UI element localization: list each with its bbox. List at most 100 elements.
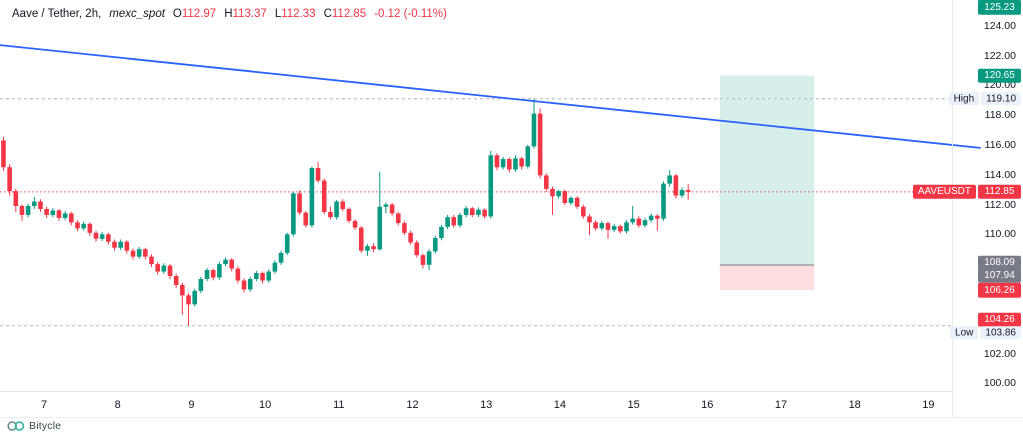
candle[interactable] xyxy=(56,208,62,221)
candle[interactable] xyxy=(278,250,284,265)
candle[interactable] xyxy=(544,173,549,192)
candle[interactable] xyxy=(389,203,395,216)
candle[interactable] xyxy=(537,108,543,179)
candle[interactable] xyxy=(482,208,487,219)
candle[interactable] xyxy=(260,271,265,284)
candle[interactable] xyxy=(402,220,407,236)
candle[interactable] xyxy=(395,211,401,226)
candle[interactable] xyxy=(38,199,43,212)
candle[interactable] xyxy=(99,232,105,242)
candle[interactable] xyxy=(229,258,235,272)
long-position-loss-zone[interactable] xyxy=(719,264,815,291)
candle[interactable] xyxy=(266,269,272,283)
candle[interactable] xyxy=(550,186,555,215)
candle[interactable] xyxy=(7,164,12,196)
candle[interactable] xyxy=(469,206,475,218)
candle[interactable] xyxy=(149,254,154,268)
candle[interactable] xyxy=(297,190,302,215)
candle[interactable] xyxy=(334,200,339,220)
candle[interactable] xyxy=(587,214,592,236)
trendline[interactable] xyxy=(0,44,981,149)
candle[interactable] xyxy=(87,222,93,236)
candle[interactable] xyxy=(32,197,37,209)
candle[interactable] xyxy=(513,155,518,172)
candle[interactable] xyxy=(574,196,580,209)
candle[interactable] xyxy=(661,181,666,221)
candle[interactable] xyxy=(217,261,222,280)
candle[interactable] xyxy=(531,98,537,149)
candle[interactable] xyxy=(112,239,117,251)
candle[interactable] xyxy=(284,232,290,256)
candle[interactable] xyxy=(476,207,481,218)
candle[interactable] xyxy=(13,188,19,212)
candle[interactable] xyxy=(155,261,160,275)
candle[interactable] xyxy=(685,184,691,200)
candle[interactable] xyxy=(173,273,179,288)
candle[interactable] xyxy=(494,153,500,171)
symbol-title[interactable]: Aave / Tether, 2h, xyxy=(12,8,102,20)
candle[interactable] xyxy=(611,223,617,233)
candle[interactable] xyxy=(383,202,389,214)
candle[interactable] xyxy=(254,270,259,282)
candle[interactable] xyxy=(562,189,568,206)
candle[interactable] xyxy=(451,214,457,228)
candle[interactable] xyxy=(223,257,228,267)
candle[interactable] xyxy=(303,211,309,228)
candle[interactable] xyxy=(506,157,512,173)
candle[interactable] xyxy=(377,171,383,251)
candle[interactable] xyxy=(673,173,679,199)
candle[interactable] xyxy=(630,205,635,225)
candle[interactable] xyxy=(62,211,68,221)
candle[interactable] xyxy=(321,178,327,215)
candle[interactable] xyxy=(106,232,111,245)
candle[interactable] xyxy=(291,191,296,237)
candle[interactable] xyxy=(420,253,426,269)
candle[interactable] xyxy=(679,187,685,198)
candle[interactable] xyxy=(198,276,204,294)
candle[interactable] xyxy=(93,230,99,242)
candle[interactable] xyxy=(136,246,142,259)
price-axis[interactable]: 124.00 122.00 120.00 118.00 116.00 114.00 112.… xyxy=(912,0,1023,417)
exchange-label[interactable]: mexc_spot xyxy=(109,8,165,20)
candle[interactable] xyxy=(44,206,49,218)
candle[interactable] xyxy=(358,226,364,253)
candle[interactable] xyxy=(81,221,86,231)
candle[interactable] xyxy=(463,205,469,218)
candle[interactable] xyxy=(241,278,247,293)
candle[interactable] xyxy=(192,288,197,307)
candle[interactable] xyxy=(642,217,648,228)
candle[interactable] xyxy=(457,212,463,228)
candle[interactable] xyxy=(118,239,123,250)
candle[interactable] xyxy=(581,204,586,219)
candle[interactable] xyxy=(525,144,531,169)
candle[interactable] xyxy=(161,263,167,274)
candle[interactable] xyxy=(25,203,31,218)
candle[interactable] xyxy=(143,247,148,260)
candle[interactable] xyxy=(235,266,241,284)
candle[interactable] xyxy=(75,220,80,232)
candle[interactable] xyxy=(605,221,611,239)
candle[interactable] xyxy=(593,220,598,231)
candle[interactable] xyxy=(371,243,376,253)
candle[interactable] xyxy=(69,211,74,226)
candle[interactable] xyxy=(204,267,210,282)
candle[interactable] xyxy=(167,264,173,279)
candle[interactable] xyxy=(636,216,642,228)
candle[interactable] xyxy=(624,220,629,234)
candle[interactable] xyxy=(655,214,660,231)
candle[interactable] xyxy=(346,207,352,224)
candle[interactable] xyxy=(50,208,56,218)
candle[interactable] xyxy=(19,204,25,221)
candle[interactable] xyxy=(130,248,136,260)
candle[interactable] xyxy=(667,170,672,187)
candle[interactable] xyxy=(568,196,574,206)
candle[interactable] xyxy=(309,166,315,228)
candle[interactable] xyxy=(340,199,346,212)
candle[interactable] xyxy=(210,268,216,281)
candle[interactable] xyxy=(408,230,413,245)
candle[interactable] xyxy=(124,240,130,254)
candle[interactable] xyxy=(365,243,370,256)
candle[interactable] xyxy=(445,214,450,230)
candle[interactable] xyxy=(556,189,561,199)
